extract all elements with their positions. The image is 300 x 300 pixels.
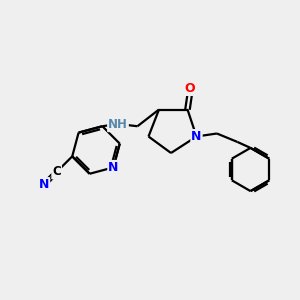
Text: NH: NH — [108, 118, 128, 131]
Text: N: N — [191, 130, 202, 143]
Text: C: C — [52, 166, 61, 178]
Text: N: N — [108, 161, 118, 174]
Text: N: N — [39, 178, 49, 191]
Text: O: O — [184, 82, 195, 95]
